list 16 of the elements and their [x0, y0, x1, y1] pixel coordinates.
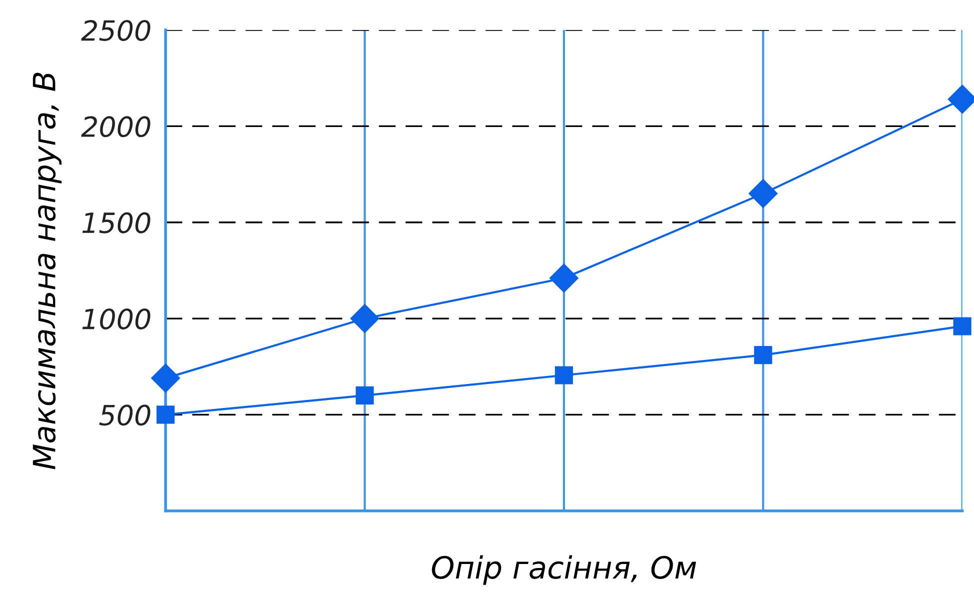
y-tick-label: 1000 [82, 308, 150, 330]
point [748, 179, 778, 208]
y-tick-label: 2500 [81, 20, 150, 41]
x-axis-title: Опір гасіння, Ом [432, 555, 696, 585]
point [554, 366, 573, 384]
point [953, 317, 972, 336]
point [350, 304, 380, 333]
y-tick-label: 2000 [81, 116, 150, 138]
y-tick-label: 500 [99, 404, 150, 426]
point [356, 386, 374, 404]
point [151, 364, 180, 393]
point [754, 346, 772, 364]
y-axis-title: Максимальна напруга, В [32, 72, 62, 470]
point [550, 264, 578, 293]
point [156, 406, 175, 424]
y-tick-label: 1500 [82, 212, 150, 234]
